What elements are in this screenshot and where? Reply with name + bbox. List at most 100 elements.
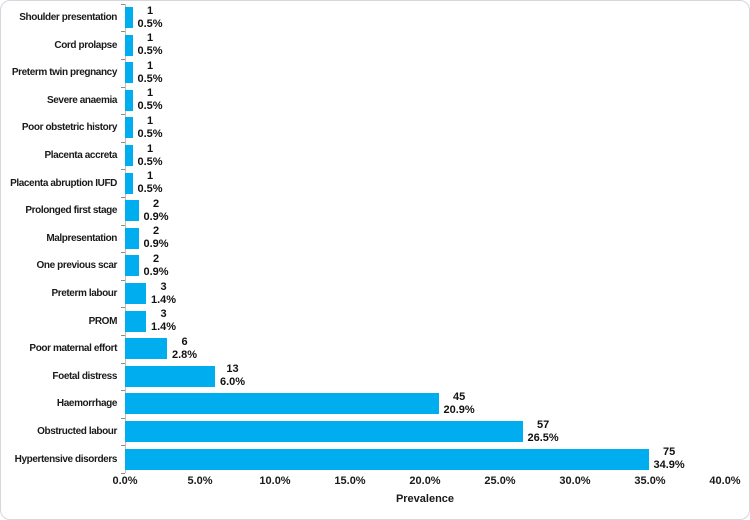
bar-percent-label: 0.5% (137, 17, 163, 30)
x-tick-label: 10.0% (259, 475, 291, 487)
bar-count-label: 1 (146, 87, 154, 100)
bar (125, 7, 133, 28)
category-label: Shoulder presentation (19, 12, 117, 23)
bar-percent-label: 0.5% (137, 127, 163, 140)
bar (125, 448, 649, 470)
bar-count-label: 1 (146, 142, 154, 155)
bar-value-labels: 2 0.9% (144, 253, 169, 279)
bar-percent-label: 0.5% (137, 72, 163, 85)
category-axis-tick (121, 362, 125, 364)
category-axis-tick (121, 472, 125, 474)
category-label: Hypertensive disorders (14, 453, 118, 465)
bar (125, 365, 215, 387)
bar-value-labels: 45 20.9% (444, 391, 475, 417)
x-tick-label: 40.0% (709, 475, 741, 487)
category-axis-tick (121, 307, 125, 309)
category-label: Cord prolapse (54, 39, 117, 51)
category-axis-tick (121, 169, 125, 171)
bar-percent-label: 0.5% (137, 100, 163, 113)
bar-value-labels: 1 0.5% (138, 32, 163, 58)
bar (125, 227, 139, 249)
bar-percent-label: 0.5% (137, 45, 163, 58)
bar-value-labels: 2 0.9% (144, 225, 169, 251)
bar-percent-label: 0.9% (143, 210, 169, 223)
category-label: Haemorrhage (56, 398, 117, 410)
bar (125, 145, 133, 166)
bar-percent-label: 0.9% (143, 265, 169, 278)
category-axis-tick (121, 417, 125, 419)
bar-value-labels: 1 0.5% (138, 87, 163, 113)
x-tick-label: 25.0% (484, 475, 516, 487)
bar (125, 117, 133, 139)
category-axis-tick (121, 196, 125, 198)
bar-value-labels: 3 1.4% (151, 281, 176, 307)
bar-percent-label: 6.0% (220, 376, 246, 389)
category-label: Prolonged first stage (25, 205, 117, 217)
bar-value-labels: 57 26.5% (528, 419, 559, 445)
bar-count-label: 75 (662, 446, 676, 459)
x-tick-label: 20.0% (409, 475, 441, 487)
category-label: Foetal distress (52, 370, 117, 382)
category-axis-tick (121, 58, 125, 60)
bar-value-labels: 13 6.0% (220, 363, 245, 389)
bar-count-label: 2 (152, 252, 160, 265)
bar-count-label: 2 (152, 225, 160, 238)
category-axis-tick (121, 252, 125, 254)
bar-count-label: 13 (226, 363, 239, 376)
category-label: Obstructed labour (37, 426, 117, 437)
category-axis-tick (121, 224, 125, 226)
bar (125, 421, 523, 442)
category-label: Preterm twin pregnancy (11, 67, 118, 79)
category-label: Preterm labour (51, 288, 117, 299)
x-tick-label: 30.0% (559, 475, 591, 487)
category-axis-tick (121, 114, 125, 116)
bar-value-labels: 75 34.9% (654, 446, 685, 472)
category-axis-tick (121, 390, 125, 392)
bar (125, 393, 439, 415)
bar-percent-label: 20.9% (443, 403, 475, 416)
category-label: Poor obstetric history (21, 122, 118, 134)
bar-percent-label: 26.5% (527, 431, 559, 444)
bar (125, 338, 167, 360)
bar-value-labels: 6 2.8% (172, 336, 197, 362)
category-label: Severe anaemia (46, 94, 117, 106)
bar-count-label: 57 (536, 418, 550, 431)
bar-percent-label: 2.8% (172, 348, 198, 361)
x-tick-label: 35.0% (634, 475, 666, 487)
category-label: Poor maternal effort (29, 343, 117, 355)
category-label: Placenta accreta (44, 150, 117, 161)
bar-percent-label: 34.9% (653, 459, 685, 472)
category-axis-tick (121, 279, 125, 281)
x-tick-label: 15.0% (334, 475, 366, 487)
bar (125, 34, 133, 56)
bar-count-label: 1 (146, 114, 154, 127)
bar-count-label: 2 (152, 197, 160, 210)
bar-count-label: 3 (160, 308, 167, 321)
category-label: Malpresentation (46, 232, 117, 244)
bar-value-labels: 2 0.9% (144, 198, 169, 224)
bar-value-labels: 1 0.5% (138, 143, 163, 169)
bar (125, 62, 133, 84)
bar-value-labels: 1 0.5% (138, 5, 163, 31)
bar-percent-label: 0.5% (137, 155, 163, 168)
bar-percent-label: 0.5% (137, 183, 163, 196)
bar-count-label: 1 (146, 4, 154, 17)
bar-count-label: 45 (452, 390, 466, 403)
bar (125, 283, 146, 304)
bar-count-label: 1 (146, 59, 154, 72)
bar-count-label: 3 (160, 280, 167, 293)
category-label: Placenta abruption IUFD (10, 177, 117, 189)
category-label: PROM (88, 315, 118, 327)
bar-value-labels: 1 0.5% (138, 115, 163, 141)
category-axis-tick (121, 334, 125, 336)
bar-count-label: 1 (146, 32, 154, 45)
category-axis-tick (121, 141, 125, 143)
category-axis-tick (121, 3, 125, 5)
x-tick-label: 5.0% (187, 475, 213, 487)
bar (125, 172, 133, 194)
category-label: One previous scar (36, 260, 118, 272)
category-axis-tick (121, 86, 125, 88)
bar-count-label: 6 (181, 335, 188, 348)
category-axis-tick (121, 31, 125, 33)
